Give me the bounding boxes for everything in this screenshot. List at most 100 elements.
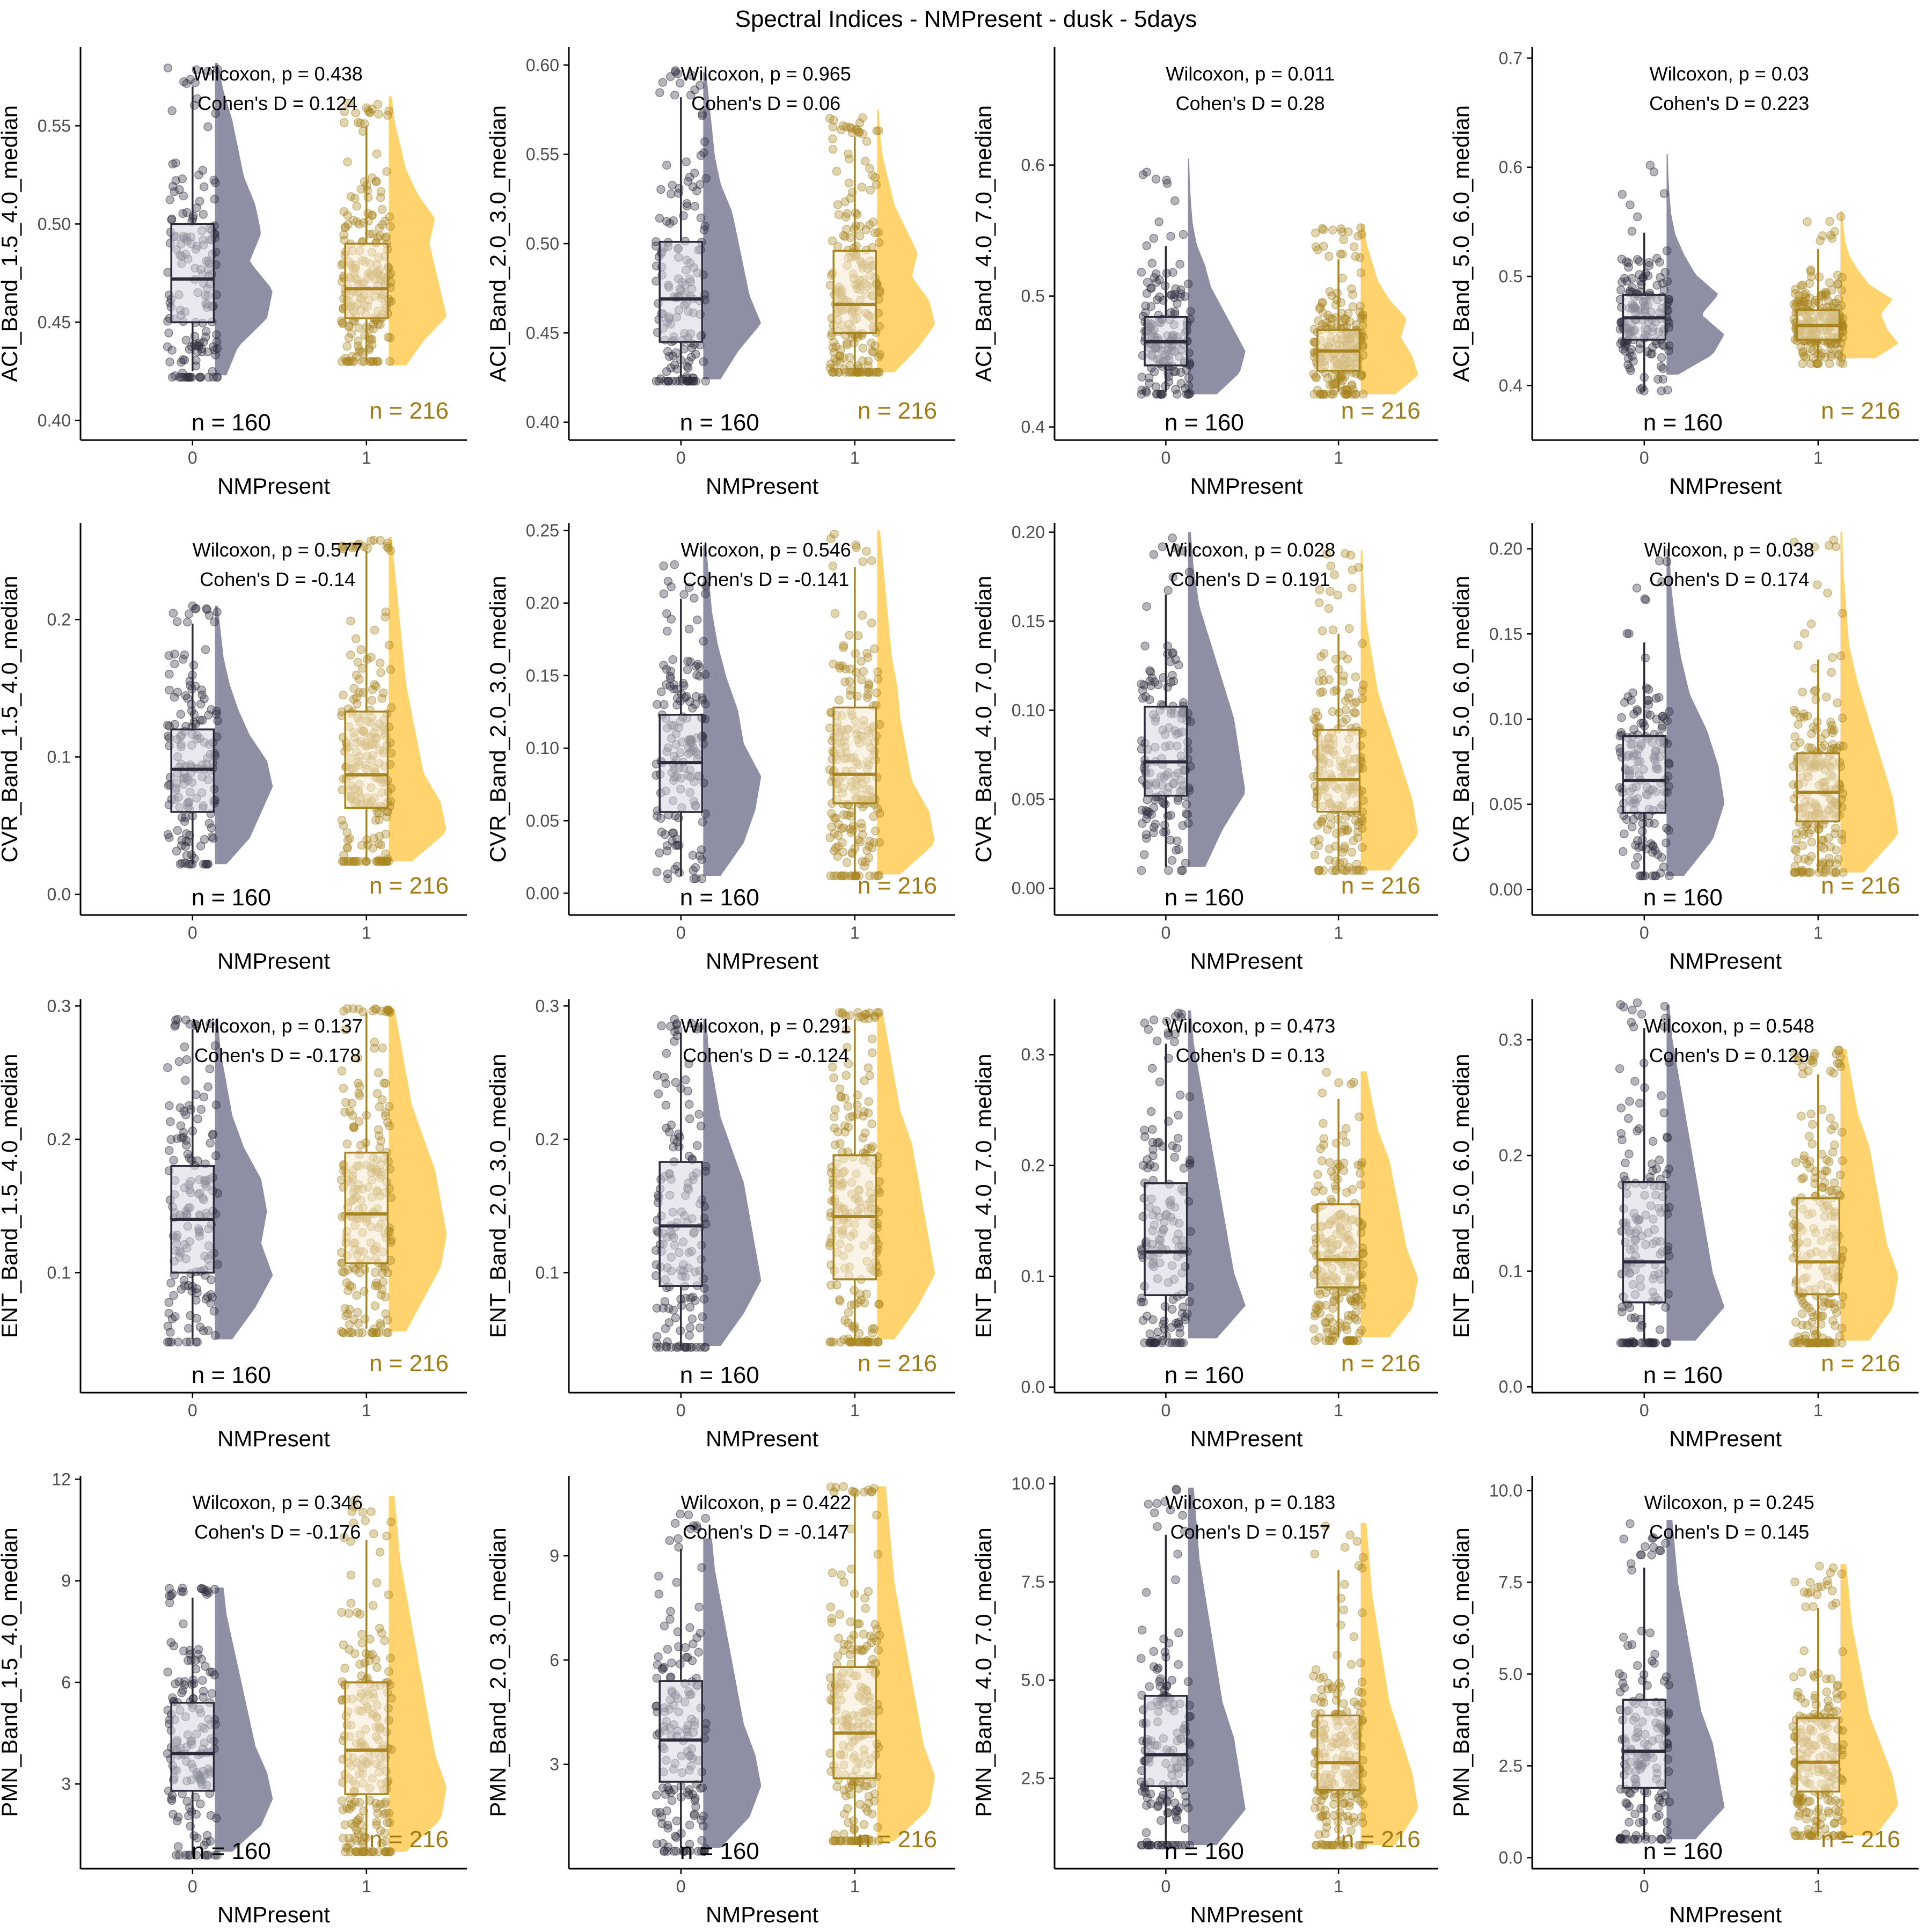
data-point [860,1128,870,1138]
data-point [203,67,213,76]
data-point [204,711,213,720]
data-point [355,675,364,684]
data-point [371,682,380,691]
data-point [1803,711,1812,721]
data-point [1804,1066,1813,1075]
data-point [858,343,868,353]
data-point [1173,390,1182,399]
data-point [1627,822,1637,832]
data-point [868,1048,877,1057]
data-point [833,241,843,251]
data-point [164,1298,173,1307]
data-point [349,684,358,693]
x-tick-label: 1 [1334,923,1343,942]
data-point [872,180,881,189]
data-point [696,151,706,160]
data-point [1629,1022,1638,1031]
data-point [688,1292,698,1302]
data-point [845,631,854,640]
data-point [338,1267,347,1277]
data-point [1808,1119,1817,1129]
data-point [1341,1138,1351,1147]
data-point [1151,382,1161,391]
data-point [672,1019,682,1028]
data-point [382,167,391,176]
data-point [1319,308,1328,318]
data-point [199,182,209,192]
data-point [825,114,835,123]
box-group-1 [1796,1197,1841,1296]
data-point [692,1141,702,1150]
y-tick-label: 0.55 [526,145,559,164]
wilcoxon-label: Wilcoxon, p = 0.291 [681,1015,851,1037]
data-point [873,675,883,684]
y-tick-label: 0.1 [536,1263,559,1282]
data-point [165,1101,174,1110]
box-group-1 [344,243,389,319]
data-point [1663,1132,1672,1141]
data-point [1184,373,1194,383]
data-point [372,357,382,366]
y-axis-title: PMN_Band_1.5_4.0_median [0,1527,22,1817]
y-tick-label: 0.15 [1012,612,1045,631]
data-point [1151,819,1160,829]
data-point [659,589,669,598]
data-point [861,157,870,166]
data-point [1789,705,1799,715]
data-point [846,233,855,242]
data-point [1821,692,1831,701]
data-point [695,851,705,860]
data-point [682,372,691,381]
data-point [653,700,662,709]
y-tick-label: 0.05 [1489,795,1523,814]
data-point [664,352,674,361]
x-tick-label: 0 [188,1877,197,1896]
data-point [196,1799,205,1809]
data-point [339,1084,348,1093]
data-point [337,1066,347,1075]
data-point [873,667,882,677]
y-tick-label: 0.2 [536,1130,559,1149]
data-point [861,857,870,867]
data-point [201,1294,211,1304]
data-point [355,1082,364,1091]
n-label-group-0: n = 160 [680,409,759,436]
data-point [1835,1331,1845,1341]
data-point [384,106,393,116]
data-point [659,561,668,570]
data-point [191,78,200,87]
data-point [1147,283,1156,293]
data-point [170,187,179,196]
data-point [675,1132,684,1141]
data-point [1630,860,1640,870]
data-point [1657,353,1666,362]
data-point [368,229,377,239]
data-point [1333,1175,1342,1184]
data-point [370,626,379,635]
data-point [662,609,671,618]
data-point [865,1071,875,1080]
data-point [865,368,874,377]
data-point [691,349,700,359]
data-point [372,177,381,186]
data-point [872,126,881,135]
data-point [1145,1329,1154,1338]
data-point [1836,651,1846,661]
data-point [833,200,843,209]
y-tick-label: 0.2 [47,1130,71,1149]
data-point [1644,818,1653,828]
data-point [1619,1172,1629,1181]
data-point [372,1328,382,1337]
data-point [1619,1002,1628,1012]
data-point [1333,590,1343,600]
n-label-group-0: n = 160 [1165,409,1244,436]
y-tick-label: 0.0 [47,885,71,904]
y-tick-label: 0.0 [1499,1377,1523,1396]
data-point [385,640,394,650]
data-point [1622,257,1631,267]
data-point [1330,570,1339,580]
data-point [1837,1323,1847,1333]
x-axis-title: NMPresent [1190,948,1302,974]
data-point [840,871,850,881]
data-point [210,178,220,187]
